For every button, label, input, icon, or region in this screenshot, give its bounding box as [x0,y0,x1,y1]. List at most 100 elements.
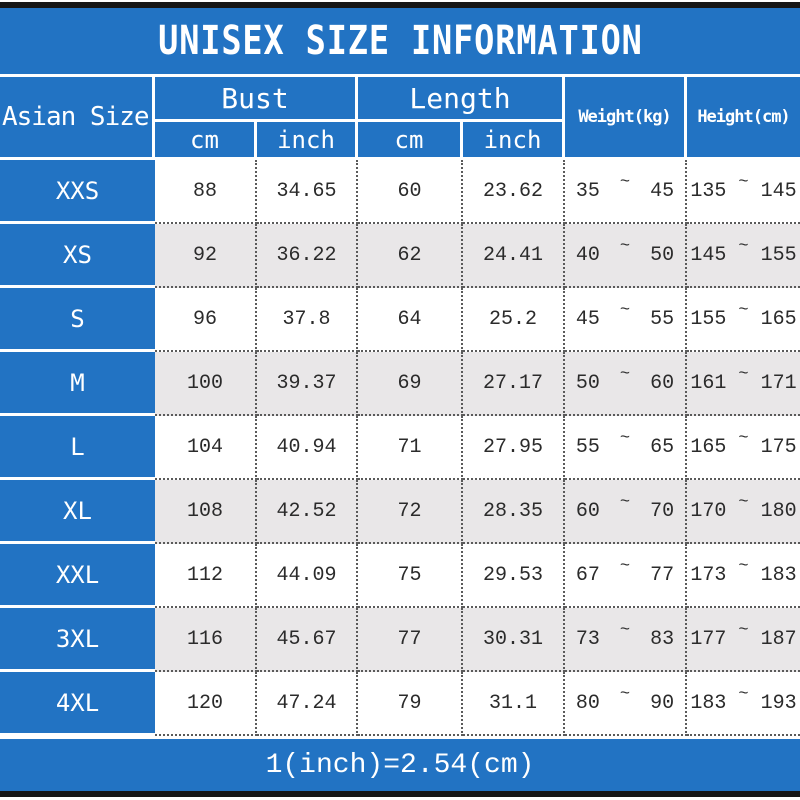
weight-range: 45 ~55 [565,288,687,352]
length-inch-value: 30.31 [463,608,565,672]
weight-max: 65 [650,435,675,459]
bust-cm-value: 96 [155,288,257,352]
conversion-note: 1(inch)=2.54(cm) [265,749,535,781]
tilde-icon: ~ [738,428,749,448]
weight-max: 55 [650,307,675,331]
tilde-icon: ~ [738,300,749,320]
bottom-white-strip [0,797,800,800]
tilde-icon: ~ [738,620,749,640]
height-min: 170 [690,499,727,523]
weight-max: 70 [650,499,675,523]
table-row: XXL 112 44.09 75 29.53 67 ~77 173 ~183 [0,544,800,608]
weight-min: 80 [575,691,600,715]
header-asian-size: Asian Size [0,77,155,157]
weight-range: 67 ~77 [565,544,687,608]
weight-min: 60 [575,499,600,523]
length-cm-value: 60 [358,160,463,224]
table-row: XXS 88 34.65 60 23.62 35 ~45 135 ~145 [0,160,800,224]
height-min: 145 [690,243,727,267]
length-inch-value: 25.2 [463,288,565,352]
size-label: XXS [0,160,155,224]
header-length: Length [358,77,565,122]
weight-max: 83 [650,627,675,651]
bust-cm-value: 92 [155,224,257,288]
weight-min: 73 [575,627,600,651]
size-label: L [0,416,155,480]
header-height: Height(cm) [697,107,790,127]
height-range: 155 ~165 [687,288,800,352]
tilde-icon: ~ [738,172,749,192]
tilde-icon: ~ [619,300,631,320]
height-range: 177 ~187 [687,608,800,672]
weight-max: 60 [650,371,675,395]
weight-min: 50 [575,371,600,395]
tilde-icon: ~ [738,236,749,256]
top-black-bar [0,2,800,8]
height-max: 187 [760,627,797,651]
table-row: 4XL 120 47.24 79 31.1 80 ~90 183 ~193 [0,672,800,736]
length-inch-value: 24.41 [463,224,565,288]
height-max: 145 [760,179,797,203]
height-min: 165 [690,435,727,459]
tilde-icon: ~ [738,556,749,576]
height-range: 145 ~155 [687,224,800,288]
weight-range: 60 ~70 [565,480,687,544]
length-cm-value: 71 [358,416,463,480]
length-cm-value: 75 [358,544,463,608]
bust-inch-value: 40.94 [257,416,358,480]
tilde-icon: ~ [619,684,631,704]
bust-inch-value: 39.37 [257,352,358,416]
size-label: XXL [0,544,155,608]
header-length-cm: cm [358,122,463,157]
weight-min: 55 [575,435,600,459]
height-min: 135 [690,179,727,203]
table-row: M 100 39.37 69 27.17 50 ~60 161 ~171 [0,352,800,416]
weight-range: 50 ~60 [565,352,687,416]
bust-cm-value: 108 [155,480,257,544]
height-range: 173 ~183 [687,544,800,608]
height-range: 183 ~193 [687,672,800,736]
height-max: 165 [760,307,797,331]
size-label: 3XL [0,608,155,672]
bust-inch-value: 45.67 [257,608,358,672]
table-row: S 96 37.8 64 25.2 45 ~55 155 ~165 [0,288,800,352]
top-white-strip [0,0,800,2]
height-min: 173 [690,563,727,587]
bottom-black-bar [0,791,800,797]
bust-inch-value: 44.09 [257,544,358,608]
size-label: XL [0,480,155,544]
table-row: XS 92 36.22 62 24.41 40 ~50 145 ~155 [0,224,800,288]
table-body: XXS 88 34.65 60 23.62 35 ~45 135 ~145 XS 92 36.22 62… [0,160,800,736]
page-title: UNISEX SIZE INFORMATION [157,18,643,64]
height-min: 161 [690,371,727,395]
weight-range: 55 ~65 [565,416,687,480]
header-weight: Weight(kg) [565,77,687,157]
weight-min: 45 [575,307,600,331]
length-cm-value: 72 [358,480,463,544]
length-inch-value: 28.35 [463,480,565,544]
table-row: L 104 40.94 71 27.95 55 ~65 165 ~175 [0,416,800,480]
tilde-icon: ~ [619,492,631,512]
length-cm-value: 62 [358,224,463,288]
weight-min: 40 [575,243,600,267]
length-cm-value: 64 [358,288,463,352]
tilde-icon: ~ [738,684,749,704]
tilde-icon: ~ [619,236,631,256]
weight-max: 90 [650,691,675,715]
height-max: 183 [760,563,797,587]
tilde-icon: ~ [619,620,631,640]
height-max: 175 [760,435,797,459]
header-length-inch: inch [463,122,565,157]
size-label: M [0,352,155,416]
length-inch-value: 23.62 [463,160,565,224]
table-row: 3XL 116 45.67 77 30.31 73 ~83 177 ~187 [0,608,800,672]
height-range: 165 ~175 [687,416,800,480]
table-row: XL 108 42.52 72 28.35 60 ~70 170 ~180 [0,480,800,544]
bust-inch-value: 42.52 [257,480,358,544]
tilde-icon: ~ [619,556,631,576]
height-min: 177 [690,627,727,651]
tilde-icon: ~ [619,172,631,192]
weight-max: 77 [650,563,675,587]
length-inch-value: 31.1 [463,672,565,736]
